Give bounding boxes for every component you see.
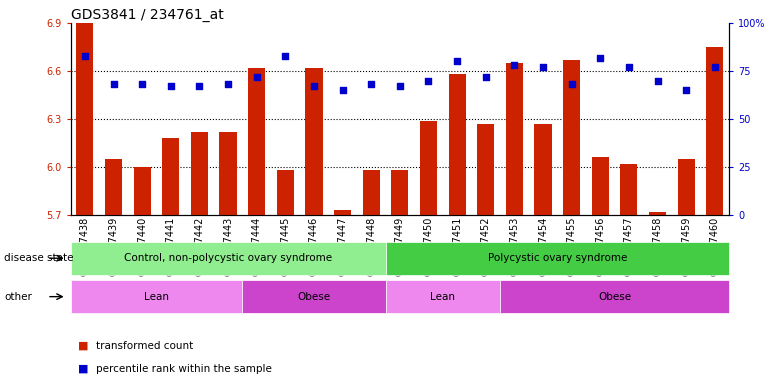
Point bbox=[250, 74, 263, 80]
Point bbox=[480, 74, 492, 80]
Bar bbox=[649, 212, 666, 215]
Point bbox=[423, 78, 435, 84]
Text: percentile rank within the sample: percentile rank within the sample bbox=[96, 364, 271, 374]
Point bbox=[451, 58, 463, 65]
Point bbox=[652, 78, 664, 84]
Text: GDS3841 / 234761_at: GDS3841 / 234761_at bbox=[71, 8, 223, 22]
Bar bbox=[477, 124, 495, 215]
Point bbox=[594, 55, 607, 61]
Bar bbox=[706, 47, 724, 215]
Point bbox=[622, 64, 635, 70]
Bar bbox=[248, 68, 265, 215]
Point bbox=[365, 81, 377, 88]
Point bbox=[537, 64, 550, 70]
Point bbox=[508, 62, 521, 68]
Bar bbox=[391, 170, 408, 215]
Point bbox=[680, 87, 692, 93]
Bar bbox=[592, 157, 609, 215]
Point bbox=[222, 81, 234, 88]
Text: Polycystic ovary syndrome: Polycystic ovary syndrome bbox=[488, 253, 627, 263]
Bar bbox=[277, 170, 294, 215]
Point bbox=[336, 87, 349, 93]
Point bbox=[165, 83, 177, 89]
Text: ■: ■ bbox=[78, 364, 89, 374]
Bar bbox=[133, 167, 151, 215]
Bar bbox=[363, 170, 379, 215]
Bar bbox=[506, 63, 523, 215]
Bar bbox=[620, 164, 637, 215]
Bar bbox=[677, 159, 695, 215]
Point bbox=[107, 81, 120, 88]
Bar bbox=[162, 138, 180, 215]
Point bbox=[78, 53, 91, 59]
Bar bbox=[305, 68, 322, 215]
Text: ■: ■ bbox=[78, 341, 89, 351]
Text: Obese: Obese bbox=[297, 291, 331, 302]
Bar bbox=[386, 242, 729, 275]
Bar bbox=[242, 280, 386, 313]
Bar bbox=[191, 132, 208, 215]
Bar bbox=[71, 280, 242, 313]
Point bbox=[136, 81, 148, 88]
Bar bbox=[448, 74, 466, 215]
Point bbox=[307, 83, 320, 89]
Point bbox=[709, 64, 721, 70]
Text: Lean: Lean bbox=[430, 291, 456, 302]
Bar bbox=[500, 280, 729, 313]
Text: disease state: disease state bbox=[4, 253, 74, 263]
Bar bbox=[105, 159, 122, 215]
Bar bbox=[71, 242, 386, 275]
Bar bbox=[563, 60, 580, 215]
Point bbox=[279, 53, 292, 59]
Point bbox=[394, 83, 406, 89]
Text: Lean: Lean bbox=[144, 291, 169, 302]
Bar bbox=[386, 280, 500, 313]
Bar bbox=[420, 121, 437, 215]
Point bbox=[193, 83, 205, 89]
Text: other: other bbox=[4, 291, 32, 302]
Bar bbox=[220, 132, 237, 215]
Bar bbox=[334, 210, 351, 215]
Point bbox=[565, 81, 578, 88]
Text: Control, non-polycystic ovary syndrome: Control, non-polycystic ovary syndrome bbox=[124, 253, 332, 263]
Text: Obese: Obese bbox=[598, 291, 631, 302]
Bar bbox=[535, 124, 552, 215]
Text: transformed count: transformed count bbox=[96, 341, 193, 351]
Bar bbox=[76, 23, 93, 215]
